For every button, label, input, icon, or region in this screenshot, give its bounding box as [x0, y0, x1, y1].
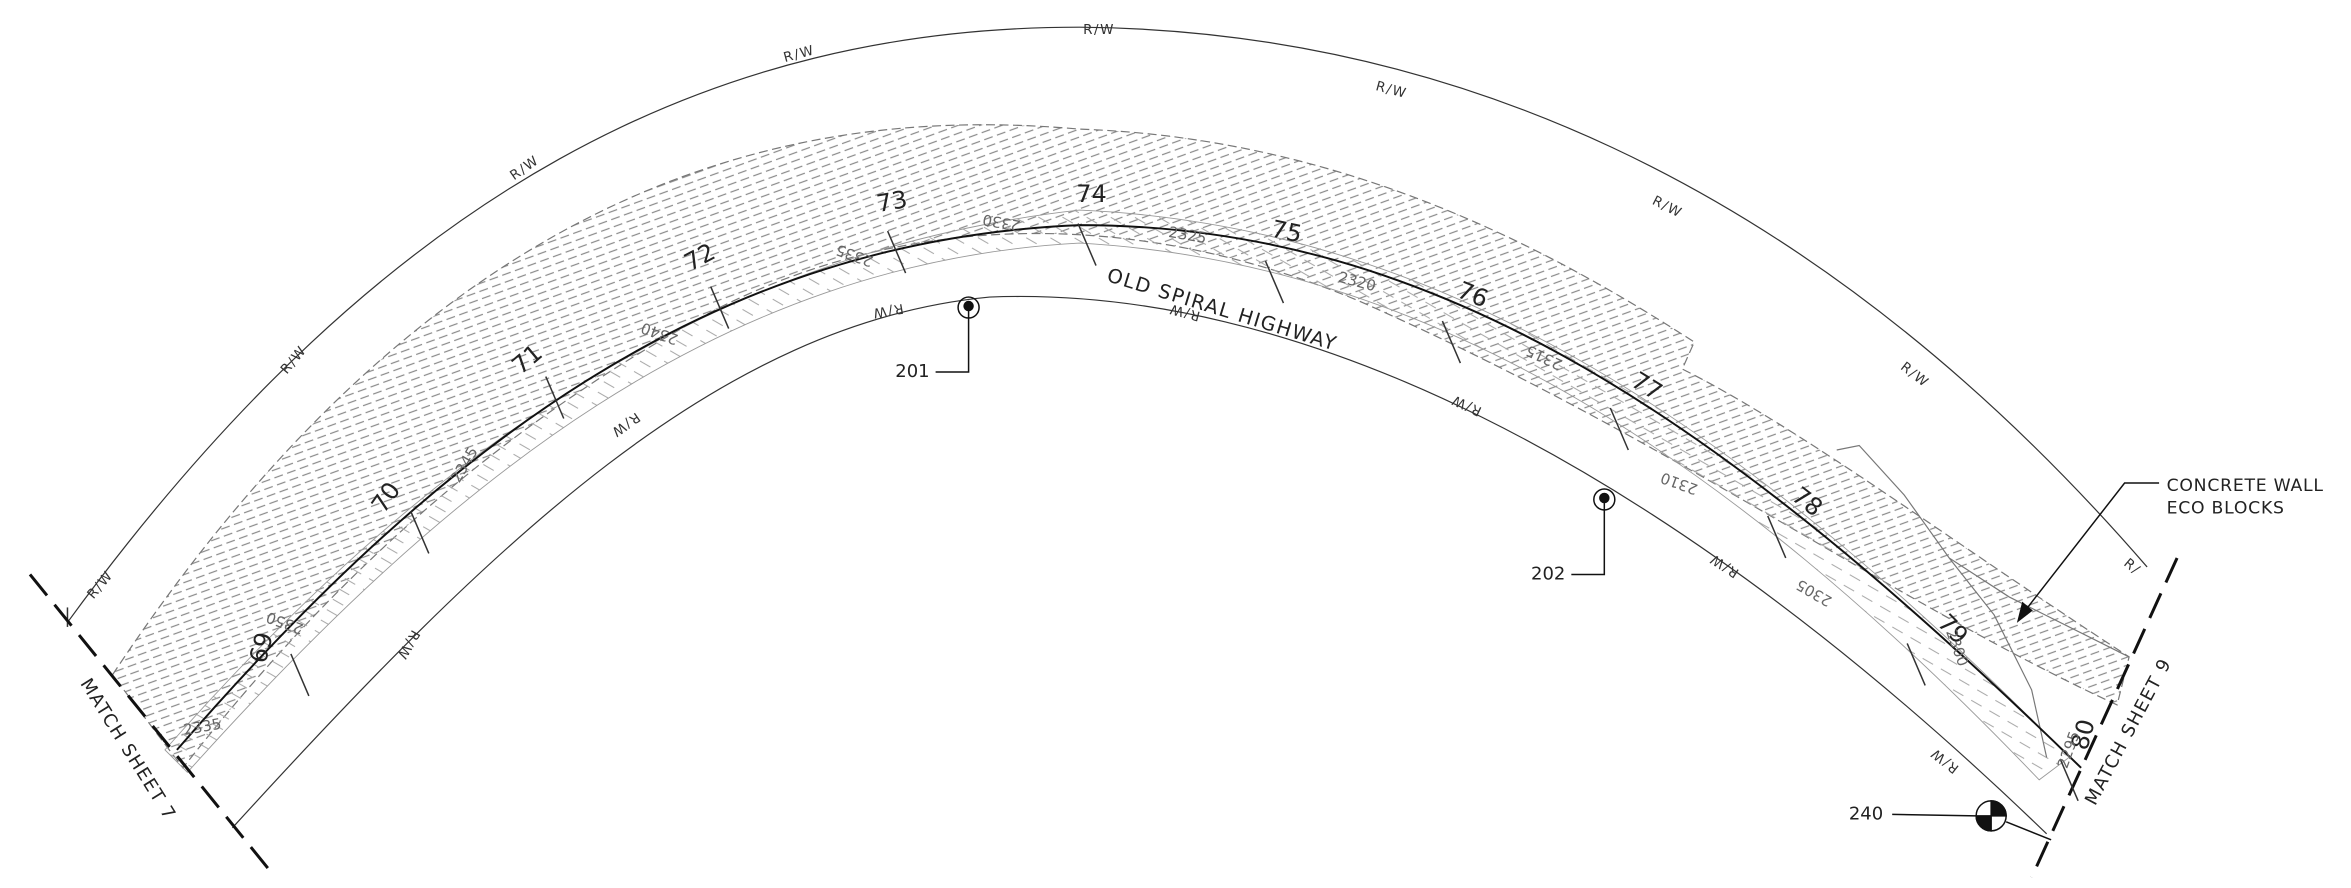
right-of-way-label: R/W [1167, 300, 1202, 324]
callout-label: 240 [1849, 803, 1883, 824]
right-of-way-label: R/W [1707, 550, 1742, 581]
contour-label: 2305 [1793, 576, 1835, 611]
note-line: CONCRETE WALL [2167, 476, 2324, 496]
right-of-way-label: R/W [278, 343, 311, 378]
note-leader [2016, 482, 2160, 623]
match-line [2030, 557, 2179, 878]
station-tick [710, 286, 730, 329]
station-label: 75 [1269, 215, 1305, 249]
centerline [176, 224, 2082, 769]
right-of-way-line [66, 26, 2148, 623]
control-point-202 [1571, 488, 1616, 576]
right-of-way-label: R/W [84, 568, 117, 603]
right-of-way-label: R/W [1449, 391, 1485, 419]
contour-label: 2295 [2054, 729, 2084, 771]
control-point-201 [935, 296, 980, 373]
benchmark-240 [1892, 800, 2052, 841]
station-tick [886, 230, 907, 274]
station-tick [1906, 643, 1926, 686]
right-of-way-label: R/W [1897, 359, 1932, 391]
right-of-way-label: R/ [2120, 555, 2143, 578]
station-tick [1767, 515, 1787, 559]
station-tick [1264, 260, 1285, 304]
right-of-way-label: R/W [393, 627, 423, 662]
match-line [28, 573, 275, 876]
note-line: ECO BLOCKS [2167, 498, 2285, 518]
callout-label: 201 [895, 361, 929, 382]
right-of-way-line [231, 295, 2048, 835]
station-tick [410, 511, 430, 554]
callout-label: 202 [1531, 563, 1565, 584]
wall-detail [1836, 444, 2130, 758]
station-tick [1609, 407, 1629, 451]
station-tick [545, 376, 565, 419]
station-tick [290, 653, 310, 697]
right-of-way-label: R/W [1083, 22, 1115, 38]
right-of-way-label: R/W [1374, 78, 1409, 102]
station-label: 74 [1076, 180, 1107, 208]
right-of-way-label: R/W [1927, 744, 1962, 776]
right-of-way-label: R/W [871, 300, 905, 321]
station-tick [1441, 320, 1462, 364]
station-tick [1077, 223, 1097, 266]
right-of-way-label: R/W [608, 409, 643, 440]
station-label: 73 [874, 185, 909, 218]
station-tick [2059, 758, 2079, 802]
right-of-way-label: R/W [782, 42, 817, 66]
right-of-way-label: R/W [1650, 193, 1686, 222]
